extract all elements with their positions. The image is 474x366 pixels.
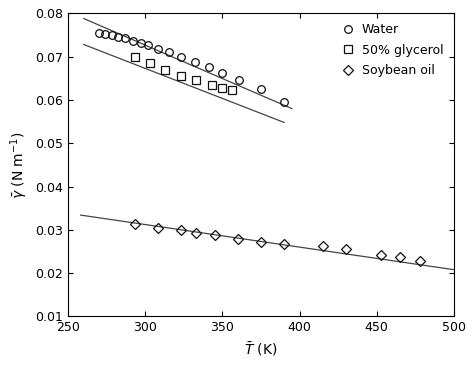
Line: Soybean oil: Soybean oil <box>131 220 424 265</box>
Soybean oil <box>320 244 326 249</box>
Line: Water: Water <box>95 29 288 105</box>
Water <box>96 31 102 36</box>
Water <box>281 100 287 104</box>
50% glycerol <box>163 68 168 73</box>
Water <box>258 87 264 91</box>
50% glycerol <box>209 83 215 87</box>
Line: 50% glycerol: 50% glycerol <box>131 53 236 94</box>
Water <box>138 41 144 45</box>
Water <box>219 71 225 75</box>
50% glycerol <box>132 55 137 59</box>
Water <box>237 78 242 82</box>
Soybean oil <box>155 225 161 230</box>
Soybean oil <box>397 254 402 259</box>
Water <box>178 55 184 59</box>
Soybean oil <box>258 239 264 244</box>
Water <box>115 34 120 39</box>
X-axis label: $\bar{T}$ (K): $\bar{T}$ (K) <box>244 340 278 358</box>
Water <box>109 33 114 38</box>
50% glycerol <box>178 74 184 78</box>
Water <box>146 43 151 48</box>
Water <box>155 46 161 51</box>
Soybean oil <box>343 247 348 251</box>
Water <box>102 32 108 36</box>
Water <box>166 50 172 55</box>
Soybean oil <box>378 253 384 257</box>
Soybean oil <box>235 237 241 242</box>
Soybean oil <box>417 259 423 263</box>
50% glycerol <box>219 86 225 90</box>
50% glycerol <box>229 88 235 92</box>
Water <box>206 65 211 70</box>
Soybean oil <box>212 233 218 237</box>
Water <box>123 36 128 41</box>
Soybean oil <box>132 222 137 227</box>
Soybean oil <box>178 228 184 232</box>
50% glycerol <box>193 78 199 83</box>
Soybean oil <box>193 231 199 235</box>
Soybean oil <box>281 242 287 246</box>
Y-axis label: $\bar{\gamma}$ (N m$^{-1}$): $\bar{\gamma}$ (N m$^{-1}$) <box>9 131 30 199</box>
Legend: Water, 50% glycerol, Soybean oil: Water, 50% glycerol, Soybean oil <box>337 20 447 81</box>
Water <box>130 38 136 43</box>
Water <box>192 60 198 64</box>
50% glycerol <box>147 61 153 65</box>
